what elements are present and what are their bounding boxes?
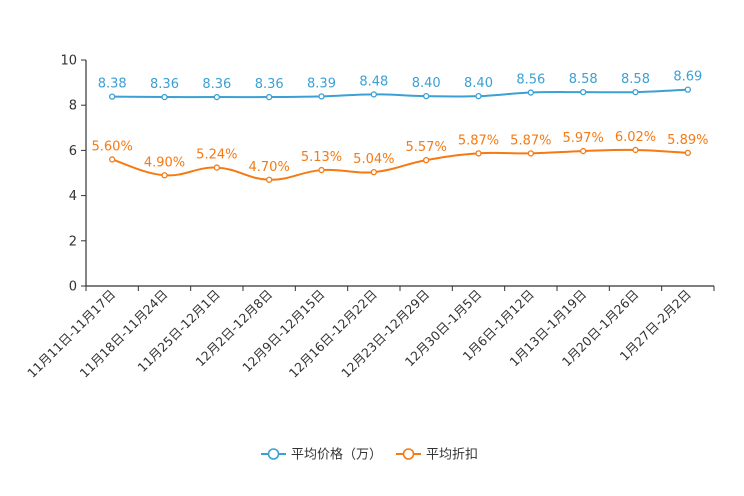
y-tick-label: 2 xyxy=(69,234,77,249)
legend-marker-icon xyxy=(267,448,280,460)
data-label: 5.97% xyxy=(563,131,604,146)
data-point[interactable] xyxy=(527,150,534,157)
data-label: 5.87% xyxy=(510,133,551,148)
data-label: 5.89% xyxy=(667,133,708,148)
x-tick-label: 12月16日-12月22日 xyxy=(286,287,380,381)
series-layer: 8.38 8.36 8.36 8.36 8.39 8.48 8.40 8.40 8.56 8.58… xyxy=(92,70,708,183)
data-point[interactable] xyxy=(632,146,639,154)
data-label: 6.02% xyxy=(615,130,656,145)
data-label: 8.36 xyxy=(150,77,179,92)
series-line xyxy=(112,88,688,99)
data-point[interactable] xyxy=(475,150,482,157)
data-point[interactable] xyxy=(423,93,430,100)
data-point[interactable] xyxy=(684,86,691,93)
data-label: 8.38 xyxy=(98,77,127,92)
data-point[interactable] xyxy=(109,93,116,100)
data-point[interactable] xyxy=(161,172,168,179)
axes: 024681011月11日-11月17日11月18日-11月24日11月25日-… xyxy=(24,54,715,381)
data-label: 5.13% xyxy=(301,150,342,165)
data-label: 4.90% xyxy=(144,155,185,170)
data-label: 8.36 xyxy=(202,77,231,92)
data-point[interactable] xyxy=(213,93,220,101)
legend-item-avg-price[interactable]: 平均价格（万） xyxy=(261,447,382,463)
x-tick-label: 11月18日-11月24日 xyxy=(76,287,170,381)
data-point[interactable] xyxy=(632,88,639,96)
legend-item-avg-discount[interactable]: 平均折扣 xyxy=(396,448,478,463)
data-label: 5.24% xyxy=(196,148,237,163)
y-tick-label: 0 xyxy=(69,280,77,295)
series-avg-price: 8.38 8.36 8.36 8.36 8.39 8.48 8.40 8.40 8.56 8.58… xyxy=(98,70,702,101)
data-label: 8.39 xyxy=(307,76,336,91)
data-point[interactable] xyxy=(161,93,168,101)
data-label: 5.60% xyxy=(92,139,133,154)
data-label: 8.40 xyxy=(412,76,441,91)
y-tick-label: 8 xyxy=(69,99,77,114)
data-label: 5.04% xyxy=(353,152,394,167)
x-tick-label: 11月11日-11月17日 xyxy=(24,287,118,381)
data-point[interactable] xyxy=(370,91,377,98)
data-point[interactable] xyxy=(580,147,587,155)
data-point[interactable] xyxy=(266,93,273,101)
data-label: 4.70% xyxy=(249,160,290,175)
data-label: 8.36 xyxy=(255,77,284,92)
y-tick-label: 4 xyxy=(69,189,77,204)
data-label: 8.58 xyxy=(569,72,598,87)
legend-label: 平均折扣 xyxy=(426,448,478,463)
data-label: 8.40 xyxy=(464,76,493,91)
data-label: 8.69 xyxy=(673,70,702,85)
data-point[interactable] xyxy=(109,156,116,163)
x-tick-label: 12月23日-12月29日 xyxy=(338,287,432,381)
data-point[interactable] xyxy=(423,156,430,164)
data-point[interactable] xyxy=(475,93,482,100)
data-point[interactable] xyxy=(318,166,325,174)
series-line xyxy=(111,148,688,181)
data-point[interactable] xyxy=(370,168,377,176)
data-point[interactable] xyxy=(527,89,534,96)
data-point[interactable] xyxy=(213,164,220,171)
data-point[interactable] xyxy=(684,149,691,157)
series-avg-discount: 5.60% 4.90% 5.24% 4.70% 5.13% 5.04% 5.57% 5.87%… xyxy=(92,130,708,183)
legend[interactable]: 平均价格（万） 平均折扣 xyxy=(261,447,478,463)
legend-label: 平均价格（万） xyxy=(291,447,382,463)
data-point[interactable] xyxy=(266,176,273,183)
data-point[interactable] xyxy=(318,93,325,100)
legend-marker-icon xyxy=(402,448,415,460)
data-label: 8.56 xyxy=(516,73,545,88)
data-label: 5.57% xyxy=(406,140,447,155)
data-point[interactable] xyxy=(580,88,587,96)
y-tick-label: 6 xyxy=(69,144,77,159)
data-label: 5.87% xyxy=(458,133,499,148)
data-label: 8.48 xyxy=(359,74,388,89)
data-label: 8.58 xyxy=(621,72,650,87)
y-tick-label: 10 xyxy=(60,54,77,69)
